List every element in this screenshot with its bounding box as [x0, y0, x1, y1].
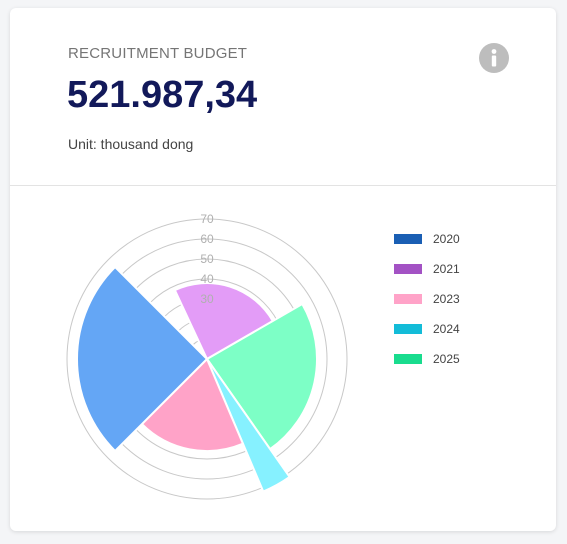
budget-amount: 521.987,34: [67, 74, 258, 116]
legend-swatch: [394, 234, 422, 244]
legend-label: 2025: [433, 352, 460, 366]
card-header: RECRUITMENT BUDGET 521.987,34 Unit: thou…: [10, 8, 556, 186]
tick-label: 60: [200, 232, 214, 246]
tick-label: 30: [200, 292, 214, 306]
legend-swatch: [394, 264, 422, 274]
polar-area-chart: 30 40 50 60 70: [66, 212, 348, 500]
slice-2023[interactable]: [140, 357, 245, 452]
legend-swatch: [394, 354, 422, 364]
tick-label: 70: [200, 212, 214, 226]
card-title: RECRUITMENT BUDGET: [68, 45, 248, 62]
tick-label: 50: [200, 252, 214, 266]
legend-label: 2021: [433, 262, 460, 276]
legend-label: 2020: [433, 232, 460, 246]
slice-2021[interactable]: [173, 282, 275, 361]
info-icon[interactable]: [479, 43, 509, 73]
slice-2025[interactable]: [205, 302, 318, 451]
legend-label: 2024: [433, 322, 460, 336]
legend-swatch: [394, 294, 422, 304]
slice-2020[interactable]: [76, 265, 209, 453]
chart-area: 30 40 50 60 70: [10, 186, 556, 531]
legend-swatch: [394, 324, 422, 334]
budget-card: RECRUITMENT BUDGET 521.987,34 Unit: thou…: [10, 8, 556, 531]
unit-label: Unit: thousand dong: [68, 136, 194, 152]
grid-ring: [66, 218, 348, 500]
legend-label: 2023: [433, 292, 460, 306]
slice-2024[interactable]: [206, 358, 291, 493]
tick-label: 40: [200, 272, 214, 286]
